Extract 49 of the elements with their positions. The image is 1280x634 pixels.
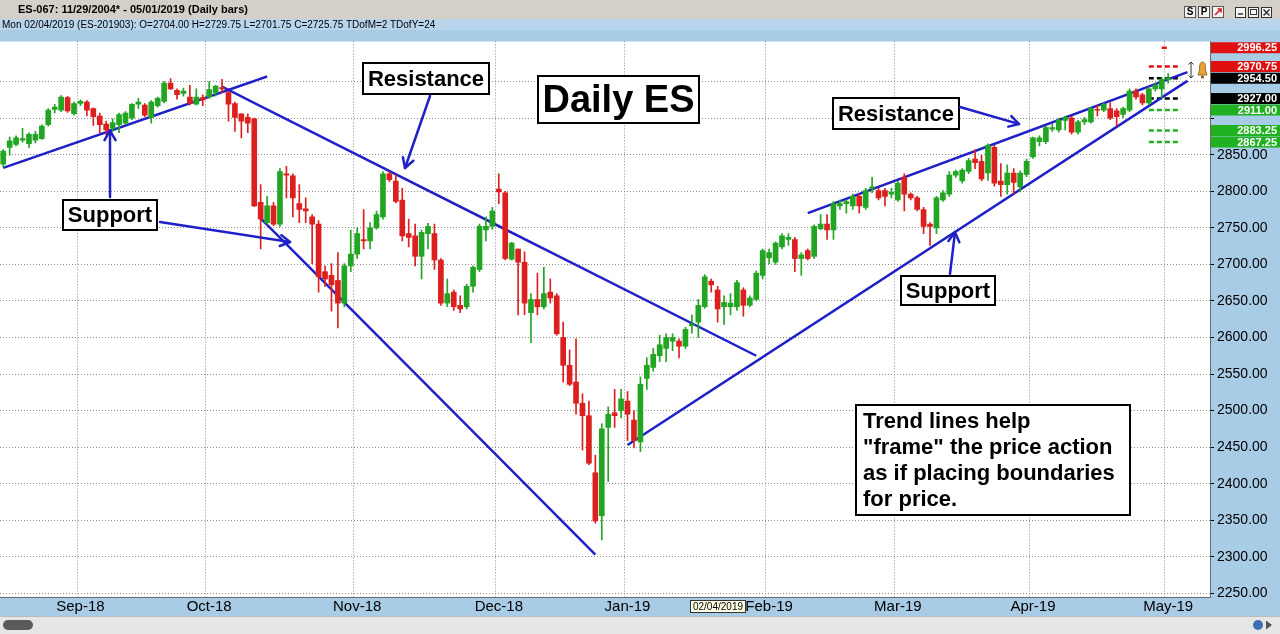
candlestick: [495, 173, 502, 205]
annotation: Support: [62, 199, 158, 231]
y-tick-label: 2350.00: [1217, 511, 1268, 528]
x-tick-label: Nov-18: [333, 597, 382, 615]
text: 2954.50: [1237, 71, 1277, 84]
text: Mon 02/04/2019 (ES-201903): O=2704.00 H=2729.75 L=2701.75 C=2725.75 TDofM=2 TDofY=24: [2, 19, 436, 30]
text: S: [1184, 6, 1196, 18]
text: 2996.25: [1237, 41, 1277, 54]
x-tick-label: May-19: [1143, 597, 1194, 615]
x-tick-label: Apr-19: [1010, 597, 1056, 615]
y-tick-label: 2600.00: [1217, 328, 1268, 345]
x-tick-label: Mar-19: [874, 597, 922, 615]
y-tick-label: 2700.00: [1217, 255, 1268, 272]
annotation: Support: [900, 275, 996, 306]
text: 02/04/2019: [690, 600, 746, 613]
candlestick: [689, 314, 695, 334]
candlestick: [824, 214, 830, 240]
annotation: Resistance: [832, 97, 960, 130]
candlestick: [219, 79, 225, 93]
text: 2970.75: [1237, 59, 1277, 72]
x-tick-label: Dec-18: [474, 597, 523, 615]
text: 2911.00: [1237, 103, 1277, 116]
y-tick-label: 2650.00: [1217, 291, 1268, 308]
x-tick-label: Feb-19: [745, 597, 793, 615]
text: ES-067: 11/29/2004* - 05/01/2019 (Daily bars): [18, 2, 248, 17]
y-tick-label: 2400.00: [1217, 474, 1268, 491]
x-tick-label: Jan-19: [604, 597, 651, 615]
annotation: Resistance: [362, 62, 490, 95]
candlestick: [798, 252, 805, 276]
text: 2927.00: [1237, 91, 1277, 104]
candlestick: [869, 177, 875, 194]
text: 2883.25: [1237, 123, 1277, 136]
text: P: [1198, 6, 1210, 18]
candlestick: [309, 214, 315, 264]
y-tick-label: 2750.00: [1217, 218, 1268, 235]
x-tick-label: Oct-18: [186, 597, 232, 615]
y-tick-label: 2500.00: [1217, 401, 1268, 418]
y-tick-label: 2450.00: [1217, 437, 1268, 454]
y-tick-label: 2550.00: [1217, 364, 1268, 381]
y-tick-label: 2850.00: [1217, 145, 1268, 162]
text: 2867.25: [1237, 135, 1277, 148]
candlestick: [605, 406, 612, 482]
text: Daily ES: [537, 75, 700, 124]
x-tick-label: Sep-18: [56, 597, 105, 615]
y-tick-label: 2800.00: [1217, 182, 1268, 199]
candlestick: [199, 94, 206, 107]
y-tick-label: 2250.00: [1217, 584, 1268, 601]
annotation: Trend lines help "frame" the price action as if placing boundaries for price.: [855, 404, 1131, 516]
y-tick-label: 2300.00: [1217, 547, 1268, 564]
